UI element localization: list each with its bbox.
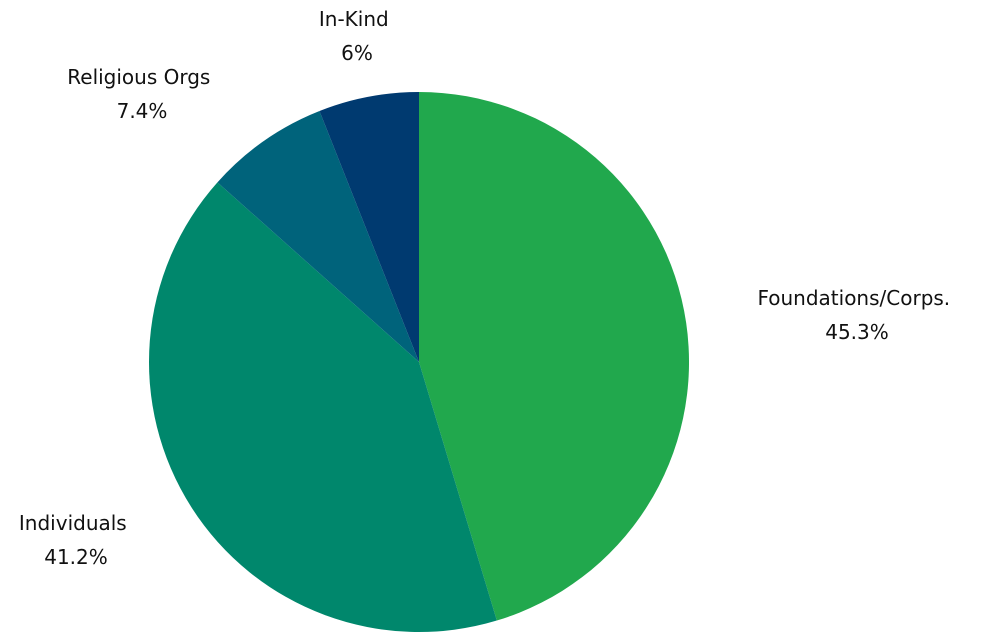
label-religious-orgs: Religious Orgs 7.4% [67, 65, 216, 123]
pie-slices [148, 92, 690, 633]
label-individuals-name: Individuals [19, 511, 127, 535]
label-foundations: Foundations/Corps. 45.3% [757, 286, 956, 344]
label-foundations-percent: 45.3% [825, 320, 889, 344]
slice-religious-orgs [217, 111, 419, 362]
label-in-kind: In-Kind 6% [319, 7, 395, 65]
label-in-kind-name: In-Kind [319, 7, 389, 31]
slice-labels: Foundations/Corps. 45.3% Individuals 41.… [19, 7, 956, 569]
label-individuals: Individuals 41.2% [19, 511, 133, 569]
label-in-kind-percent: 6% [341, 41, 373, 65]
label-religious-orgs-percent: 7.4% [117, 99, 168, 123]
label-individuals-percent: 41.2% [44, 545, 108, 569]
slice-individuals [148, 182, 497, 633]
slice-foundations-corps [419, 92, 690, 621]
slice-in-kind [319, 92, 419, 362]
label-religious-orgs-name: Religious Orgs [67, 65, 210, 89]
label-foundations-name: Foundations/Corps. [757, 286, 950, 310]
